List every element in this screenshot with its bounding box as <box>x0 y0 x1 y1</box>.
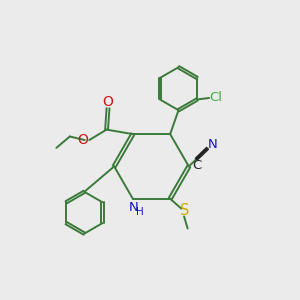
Text: O: O <box>77 134 88 147</box>
Text: N: N <box>207 138 217 151</box>
Text: O: O <box>103 94 113 109</box>
Text: S: S <box>180 203 189 218</box>
Text: C: C <box>192 159 201 172</box>
Text: N: N <box>128 201 138 214</box>
Text: H: H <box>136 207 143 217</box>
Text: Cl: Cl <box>209 92 222 104</box>
